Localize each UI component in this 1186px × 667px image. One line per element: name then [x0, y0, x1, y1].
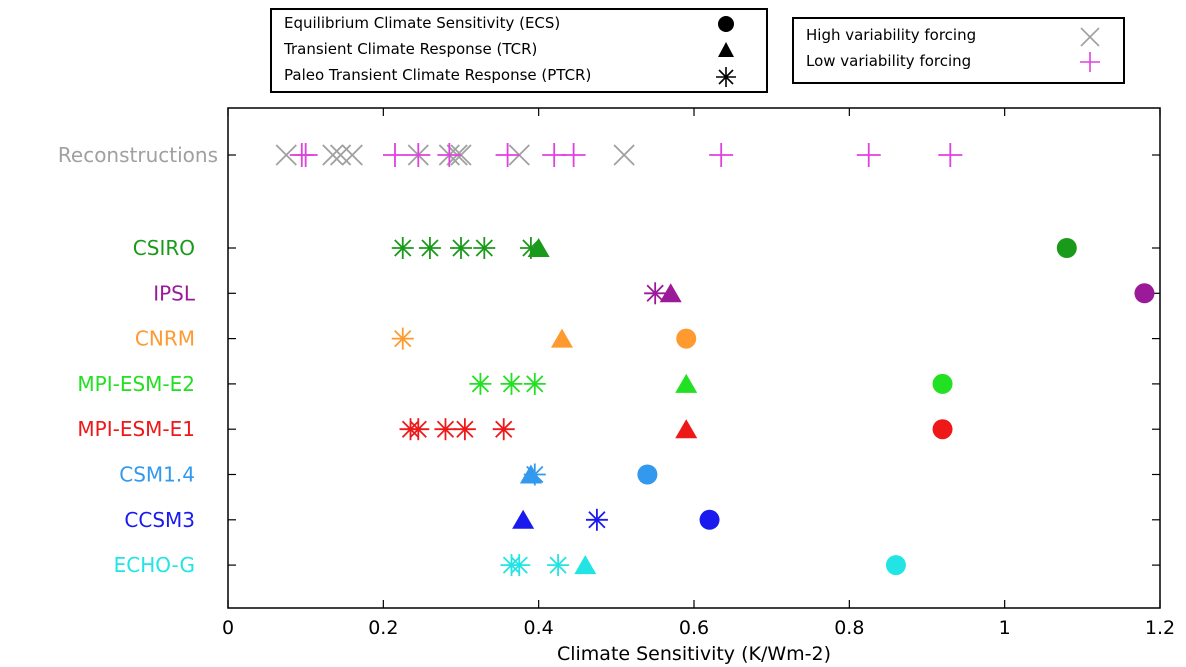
- row-labels: Reconstructions CSIRO IPSL CNRM MPI-ESM-E2 MP…: [58, 143, 218, 577]
- ptcr-point: [434, 418, 457, 441]
- row-label: CCSM3: [124, 508, 195, 532]
- ptcr-point: [453, 418, 476, 441]
- ecs-point: [932, 373, 953, 394]
- ptcr-point: [450, 237, 472, 259]
- ptcr-point: [391, 237, 414, 259]
- ptcr-point: [523, 372, 546, 395]
- high-variability-point: [329, 144, 352, 166]
- row-label: CSM1.4: [119, 463, 195, 487]
- row-label: CSIRO: [133, 236, 195, 260]
- legend-asterisk-icon: [716, 67, 736, 87]
- ptcr-point: [469, 372, 492, 395]
- legend-plus-icon: [1080, 52, 1100, 72]
- row-label: MPI-ESM-E2: [77, 372, 195, 396]
- x-tick-label: 0.4: [524, 617, 554, 639]
- data-marks: [275, 143, 1155, 577]
- plot-frame: [227, 107, 1161, 609]
- legend-high-variability-label: High variability forcing: [806, 26, 977, 44]
- ecs-point: [1134, 283, 1155, 304]
- legend-methods: Equilibrium Climate Sensitivity (ECS) Tr…: [270, 8, 768, 93]
- high-variability-point: [322, 144, 344, 166]
- x-tick-label: 0: [222, 617, 234, 639]
- legend-ptcr-label: Paleo Transient Climate Response (PTCR): [284, 66, 592, 84]
- legend-tcr-label: Transient Climate Response (TCR): [284, 40, 538, 58]
- x-tick-label: 1.2: [1145, 617, 1175, 639]
- high-variability-point: [275, 144, 297, 166]
- low-variability-point: [437, 143, 462, 167]
- legend-forcing: High variability forcing Low variability…: [792, 17, 1125, 84]
- tcr-point: [675, 373, 698, 393]
- row-label: MPI-ESM-E1: [77, 417, 195, 441]
- x-tick-label: 0.6: [679, 617, 709, 639]
- ptcr-point: [418, 237, 441, 259]
- tcr-point: [675, 419, 698, 439]
- low-variability-point: [938, 143, 963, 167]
- ptcr-point: [391, 327, 414, 350]
- row-label: IPSL: [153, 281, 196, 305]
- tcr-point: [550, 328, 573, 348]
- low-variability-point: [561, 143, 586, 167]
- high-variability-point: [613, 144, 635, 166]
- row-label: Reconstructions: [58, 143, 218, 167]
- legend-ecs-label: Equilibrium Climate Sensitivity (ECS): [284, 14, 561, 32]
- row-label: CNRM: [135, 327, 195, 351]
- ptcr-point: [508, 554, 531, 577]
- ecs-point: [637, 464, 658, 485]
- row-label: ECHO-G: [114, 553, 195, 577]
- tcr-point: [512, 509, 535, 529]
- tcr-point: [659, 283, 682, 303]
- tcr-point: [519, 464, 542, 484]
- low-variability-point: [495, 143, 520, 167]
- ecs-point: [676, 328, 697, 349]
- ptcr-point: [500, 372, 523, 395]
- tcr-point: [574, 555, 597, 575]
- legend-forcing-symbols: [1080, 27, 1100, 72]
- legend-triangle-icon: [718, 42, 734, 57]
- x-tick-label: 0.8: [834, 617, 864, 639]
- x-tick-label: 0.2: [368, 617, 398, 639]
- ptcr-point: [585, 508, 608, 531]
- ptcr-point: [644, 282, 667, 305]
- ecs-point: [885, 555, 906, 576]
- high-variability-point: [341, 144, 363, 166]
- low-variability-point: [382, 143, 407, 167]
- low-variability-point: [856, 143, 881, 167]
- ecs-point: [699, 509, 720, 530]
- legend-x-icon: [1080, 27, 1100, 47]
- legend-low-variability-label: Low variability forcing: [806, 52, 972, 70]
- tcr-point: [527, 238, 550, 257]
- ptcr-point: [407, 418, 430, 441]
- ecs-point: [932, 419, 953, 440]
- ptcr-point: [547, 554, 570, 577]
- ecs-point: [1056, 238, 1077, 258]
- x-tick-label: 1: [999, 617, 1011, 639]
- low-variability-point: [293, 143, 318, 167]
- legend-methods-symbols: [716, 16, 736, 87]
- ptcr-point: [492, 418, 515, 441]
- low-variability-point: [709, 143, 734, 167]
- legend-circle-icon: [718, 16, 734, 32]
- ptcr-point: [473, 237, 496, 259]
- x-axis-label: Climate Sensitivity (K/Wm-2): [557, 643, 831, 665]
- low-variability-point: [406, 143, 431, 167]
- axis-ticks: 0 0.2 0.4 0.6 0.8 1 1.2: [222, 108, 1175, 639]
